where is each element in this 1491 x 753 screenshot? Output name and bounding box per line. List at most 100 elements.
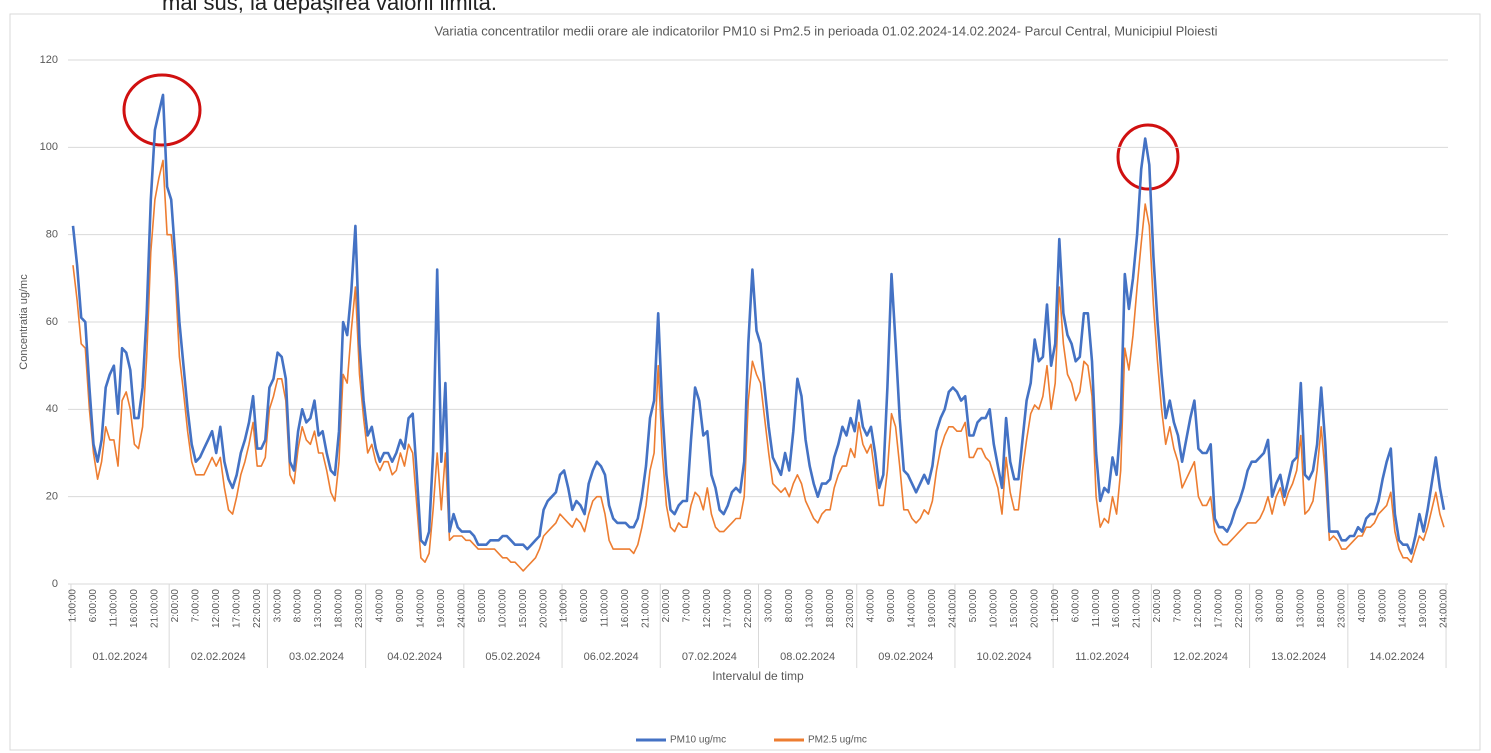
x-tick-label: 7:00:00: [682, 589, 693, 623]
x-tick-label: 11:00:00: [600, 589, 611, 628]
legend-label: PM10 ug/mc: [670, 735, 726, 746]
x-group-label: 08.02.2024: [780, 651, 835, 663]
x-tick-label: 15:00:00: [518, 589, 529, 628]
chart-title: Variatia concentratilor medii orare ale …: [434, 23, 1217, 38]
x-tick-label: 6:00:00: [88, 589, 99, 623]
x-group-label: 02.02.2024: [191, 651, 246, 663]
x-tick-label: 23:00:00: [354, 589, 365, 628]
x-tick-label: 13:00:00: [1295, 589, 1306, 628]
x-tick-label: 9:00:00: [1377, 589, 1388, 623]
x-group-label: 03.02.2024: [289, 651, 344, 663]
x-group-label: 10.02.2024: [977, 651, 1032, 663]
x-tick-label: 12:00:00: [1193, 589, 1204, 628]
x-group-label: 04.02.2024: [387, 651, 442, 663]
x-tick-label: 8:00:00: [784, 589, 795, 623]
x-tick-label: 17:00:00: [1214, 589, 1225, 628]
x-tick-label: 3:00:00: [272, 589, 283, 623]
x-tick-label: 4:00:00: [375, 589, 386, 623]
x-tick-label: 15:00:00: [1009, 589, 1020, 628]
x-tick-label: 14:00:00: [1398, 589, 1409, 628]
x-tick-label: 24:00:00: [948, 589, 959, 628]
x-tick-label: 8:00:00: [293, 589, 304, 623]
x-tick-label: 18:00:00: [1316, 589, 1327, 628]
x-tick-label: 1:00:00: [68, 589, 79, 623]
x-tick-label: 14:00:00: [907, 589, 918, 628]
x-tick-label: 6:00:00: [1070, 589, 1081, 623]
x-tick-label: 10:00:00: [497, 589, 508, 628]
series-line: [71, 93, 1446, 555]
y-tick-label: 20: [46, 491, 58, 503]
x-tick-label: 9:00:00: [886, 589, 897, 623]
x-tick-label: 23:00:00: [1336, 589, 1347, 628]
y-axis-label: Concentratia ug/mc: [18, 274, 30, 370]
x-group-label: 06.02.2024: [584, 651, 639, 663]
x-tick-label: 13:00:00: [804, 589, 815, 628]
x-tick-label: 6:00:00: [579, 589, 590, 623]
x-tick-label: 2:00:00: [661, 589, 672, 623]
x-tick-label: 19:00:00: [436, 589, 447, 628]
x-tick-label: 11:00:00: [1091, 589, 1102, 628]
x-tick-label: 19:00:00: [927, 589, 938, 628]
x-tick-label: 5:00:00: [477, 589, 488, 623]
x-tick-label: 16:00:00: [620, 589, 631, 628]
x-tick-label: 24:00:00: [456, 589, 467, 628]
x-tick-label: 22:00:00: [252, 589, 263, 628]
highlight-circle: [1116, 123, 1180, 191]
y-tick-label: 100: [40, 141, 58, 153]
x-tick-label: 17:00:00: [231, 589, 242, 628]
x-tick-label: 8:00:00: [1275, 589, 1286, 623]
x-tick-label: 16:00:00: [1111, 589, 1122, 628]
highlight-circle: [122, 73, 202, 147]
x-tick-label: 19:00:00: [1418, 589, 1429, 628]
y-tick-label: 60: [46, 316, 58, 328]
x-tick-label: 2:00:00: [170, 589, 181, 623]
x-tick-label: 20:00:00: [1029, 589, 1040, 628]
x-group-label: 11.02.2024: [1075, 651, 1129, 663]
x-tick-label: 3:00:00: [1254, 589, 1265, 623]
x-group-label: 12.02.2024: [1173, 651, 1228, 663]
x-tick-label: 3:00:00: [763, 589, 774, 623]
x-tick-label: 16:00:00: [129, 589, 140, 628]
x-tick-label: 1:00:00: [559, 589, 570, 623]
x-group-label: 07.02.2024: [682, 651, 737, 663]
x-group-label: 14.02.2024: [1369, 651, 1424, 663]
series-line: [72, 159, 1445, 572]
y-tick-label: 80: [46, 229, 58, 241]
x-tick-label: 20:00:00: [538, 589, 549, 628]
x-tick-label: 18:00:00: [825, 589, 836, 628]
x-tick-label: 7:00:00: [190, 589, 201, 623]
x-tick-label: 11:00:00: [109, 589, 120, 628]
caption-fragment: mai sus, la depășirea valorii limită.: [162, 0, 497, 15]
x-group-label: 13.02.2024: [1271, 651, 1326, 663]
x-tick-label: 10:00:00: [988, 589, 999, 628]
x-tick-label: 21:00:00: [641, 589, 652, 628]
x-tick-label: 13:00:00: [313, 589, 324, 628]
x-tick-label: 2:00:00: [1152, 589, 1163, 623]
y-tick-label: 40: [46, 403, 58, 415]
x-tick-label: 9:00:00: [395, 589, 406, 623]
x-tick-label: 12:00:00: [702, 589, 713, 628]
x-tick-label: 4:00:00: [866, 589, 877, 623]
x-tick-label: 12:00:00: [211, 589, 222, 628]
x-axis-label: Intervalul de timp: [712, 669, 804, 683]
x-tick-label: 21:00:00: [1132, 589, 1143, 628]
x-group-label: 09.02.2024: [878, 651, 933, 663]
x-tick-label: 22:00:00: [743, 589, 754, 628]
x-tick-label: 18:00:00: [334, 589, 345, 628]
x-tick-label: 14:00:00: [416, 589, 427, 628]
x-tick-label: 22:00:00: [1234, 589, 1245, 628]
y-tick-label: 0: [52, 578, 58, 590]
x-tick-label: 7:00:00: [1173, 589, 1184, 623]
x-tick-label: 17:00:00: [722, 589, 733, 628]
y-tick-label: 120: [40, 54, 58, 66]
x-tick-label: 24:00:00: [1439, 589, 1450, 628]
x-tick-label: 21:00:00: [149, 589, 160, 628]
x-tick-label: 5:00:00: [968, 589, 979, 623]
x-tick-label: 1:00:00: [1050, 589, 1061, 623]
x-group-label: 05.02.2024: [485, 651, 540, 663]
legend-label: PM2.5 ug/mc: [808, 735, 867, 746]
chart-frame: [9, 13, 1481, 751]
x-tick-label: 23:00:00: [845, 589, 856, 628]
x-tick-label: 4:00:00: [1357, 589, 1368, 623]
